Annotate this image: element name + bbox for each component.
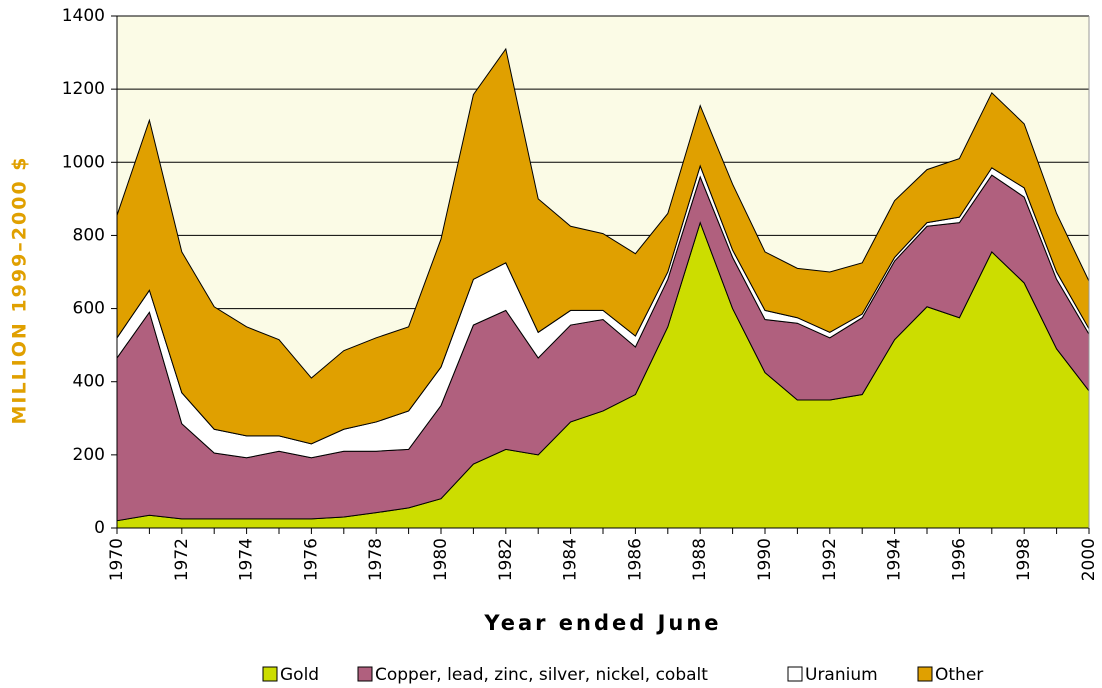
y-axis-title: MILLION 1999–2000 $ — [9, 155, 31, 424]
x-tick-label: 1990 — [755, 538, 775, 581]
x-tick-label: 1970 — [107, 538, 127, 581]
x-tick-label: 1978 — [366, 538, 386, 581]
legend-label: Copper, lead, zinc, silver, nickel, coba… — [375, 665, 708, 685]
x-tick-label: 1972 — [172, 538, 192, 581]
x-tick-label: 1982 — [496, 538, 516, 581]
x-tick-label: 1988 — [690, 538, 710, 581]
legend-swatch — [917, 666, 933, 682]
legend-swatch — [262, 666, 278, 682]
y-tick-label: 1200 — [62, 79, 105, 99]
y-tick-label: 1000 — [62, 152, 105, 172]
y-tick-label: 1400 — [62, 6, 105, 26]
x-tick-label: 1984 — [561, 538, 581, 581]
y-tick-label: 600 — [73, 299, 105, 319]
x-tick-label: 1996 — [949, 538, 969, 581]
x-tick-label: 2000 — [1079, 538, 1099, 581]
x-tick-label: 1998 — [1014, 538, 1034, 581]
x-tick-label: 1980 — [431, 538, 451, 581]
x-tick-label: 1994 — [885, 538, 905, 581]
y-tick-label: 200 — [73, 445, 105, 465]
x-tick-label: 1976 — [301, 538, 321, 581]
x-tick-label: 1974 — [237, 538, 257, 581]
legend-label: Uranium — [805, 665, 878, 685]
legend-swatch — [357, 666, 373, 682]
x-axis-title: Year ended June — [483, 611, 721, 635]
y-tick-label: 800 — [73, 225, 105, 245]
y-tick-label: 400 — [73, 372, 105, 392]
legend-swatch — [787, 666, 803, 682]
legend-label: Gold — [280, 665, 319, 685]
x-tick-label: 1992 — [820, 538, 840, 581]
x-tick-label: 1986 — [625, 538, 645, 581]
legend-label: Other — [935, 665, 983, 685]
y-tick-label: 0 — [94, 518, 105, 538]
